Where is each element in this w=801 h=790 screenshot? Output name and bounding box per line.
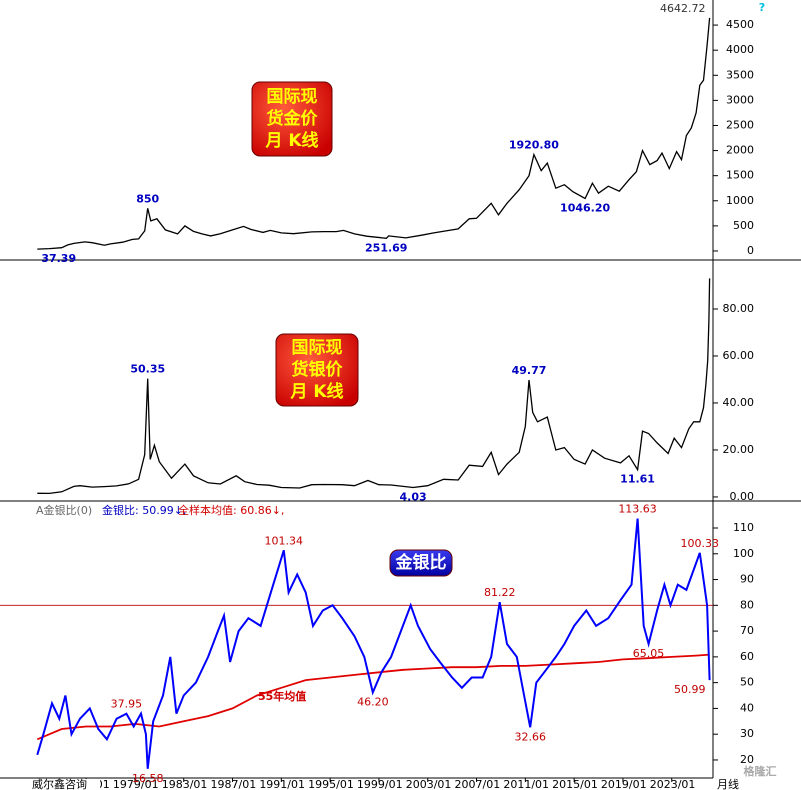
- y-tick-label: 60.00: [723, 349, 755, 362]
- title-text: 国际现: [267, 87, 318, 107]
- y-tick-label: 100: [733, 547, 754, 560]
- value-label: 100.33: [681, 537, 720, 550]
- title-box: [251, 81, 333, 157]
- title-text: 货银价: [292, 359, 344, 380]
- x-tick-label: 1995/01: [308, 778, 354, 790]
- value-label: 50.99: [674, 683, 706, 696]
- y-tick-label: 20: [740, 753, 754, 766]
- y-tick-label: 1500: [726, 169, 754, 182]
- x-tick-label: 2007/01: [455, 778, 501, 790]
- help-icon[interactable]: ?: [759, 1, 765, 14]
- data-line: [37, 17, 711, 250]
- value-label: 1046.20: [560, 201, 610, 214]
- y-tick-label: 2000: [726, 144, 754, 157]
- y-tick-label: 50: [740, 676, 754, 689]
- value-label: 101.34: [265, 534, 304, 547]
- value-label: 113.63: [618, 503, 657, 516]
- y-tick-label: 500: [733, 219, 754, 232]
- x-tick-label: 1987/01: [211, 778, 257, 790]
- header-text: A金银比(0): [36, 503, 92, 517]
- x-tick-label: 1979/01: [113, 778, 159, 790]
- value-label: 32.66: [514, 730, 546, 743]
- annotation: 55年均值: [258, 689, 306, 703]
- x-tick-label: 2023/01: [650, 778, 696, 790]
- y-tick-label: 40: [740, 701, 754, 714]
- value-label: 37.95: [111, 698, 143, 711]
- x-tick-label: 2019/01: [601, 778, 647, 790]
- y-tick-label: 1000: [726, 194, 754, 207]
- title-text: 月 K线: [289, 381, 343, 402]
- y-tick-label: 30: [740, 727, 754, 740]
- y-tick-label: 70: [740, 624, 754, 637]
- header-text: 全样本均值: 60.86↓,: [178, 503, 284, 517]
- title-text: 货金价: [267, 108, 319, 129]
- title-box: [275, 333, 359, 407]
- title-text: 金银比: [395, 552, 447, 573]
- title-text: 国际现: [292, 338, 343, 358]
- value-label: 4.03: [400, 490, 427, 503]
- y-tick-label: 2500: [726, 118, 754, 131]
- y-tick-label: 90: [740, 573, 754, 586]
- y-tick-label: 80: [740, 598, 754, 611]
- y-tick-label: 60: [740, 650, 754, 663]
- x-axis-suffix: 月线: [717, 777, 739, 790]
- y-tick-label: 20.00: [723, 443, 755, 456]
- x-tick-label: 2011/01: [503, 778, 549, 790]
- value-label: 81.22: [484, 586, 516, 599]
- value-label: 16.58: [132, 772, 164, 785]
- x-tick-label: 2003/01: [406, 778, 452, 790]
- data-line: [36, 518, 711, 769]
- y-tick-label: 0: [747, 244, 754, 257]
- value-label: 850: [136, 192, 159, 205]
- x-tick-label: 1983/01: [162, 778, 208, 790]
- value-label: 4642.72: [660, 2, 706, 15]
- value-label: 50.35: [130, 363, 165, 376]
- y-tick-label: 4000: [726, 43, 754, 56]
- title-box: [389, 549, 453, 577]
- y-tick-label: 4500: [726, 18, 754, 31]
- x-tick-label: 1991/01: [259, 778, 305, 790]
- value-label: 11.61: [620, 473, 655, 486]
- value-label: 251.69: [365, 241, 407, 254]
- y-tick-label: 110: [733, 521, 754, 534]
- y-tick-label: 0.00: [730, 490, 755, 503]
- value-label: 46.20: [357, 695, 389, 708]
- value-label: 49.77: [512, 364, 547, 377]
- source: 威尔鑫咨询: [32, 777, 87, 790]
- data-line: [37, 278, 711, 495]
- y-tick-label: 80.00: [723, 302, 755, 315]
- value-label: 1920.80: [509, 139, 559, 152]
- footer-bg: [0, 779, 100, 790]
- x-tick-label: 2015/01: [552, 778, 598, 790]
- value-label: 65.05: [633, 647, 665, 660]
- y-tick-label: 3000: [726, 93, 754, 106]
- data-line: [36, 653, 710, 741]
- title-text: 月 K线: [264, 130, 318, 151]
- value-label: 37.39: [41, 252, 76, 265]
- y-tick-label: 3500: [726, 68, 754, 81]
- watermark: 格隆汇: [744, 764, 777, 778]
- y-tick-label: 40.00: [723, 396, 755, 409]
- x-tick-label: 1999/01: [357, 778, 403, 790]
- header-text: 金银比: 50.99↓,: [102, 503, 186, 517]
